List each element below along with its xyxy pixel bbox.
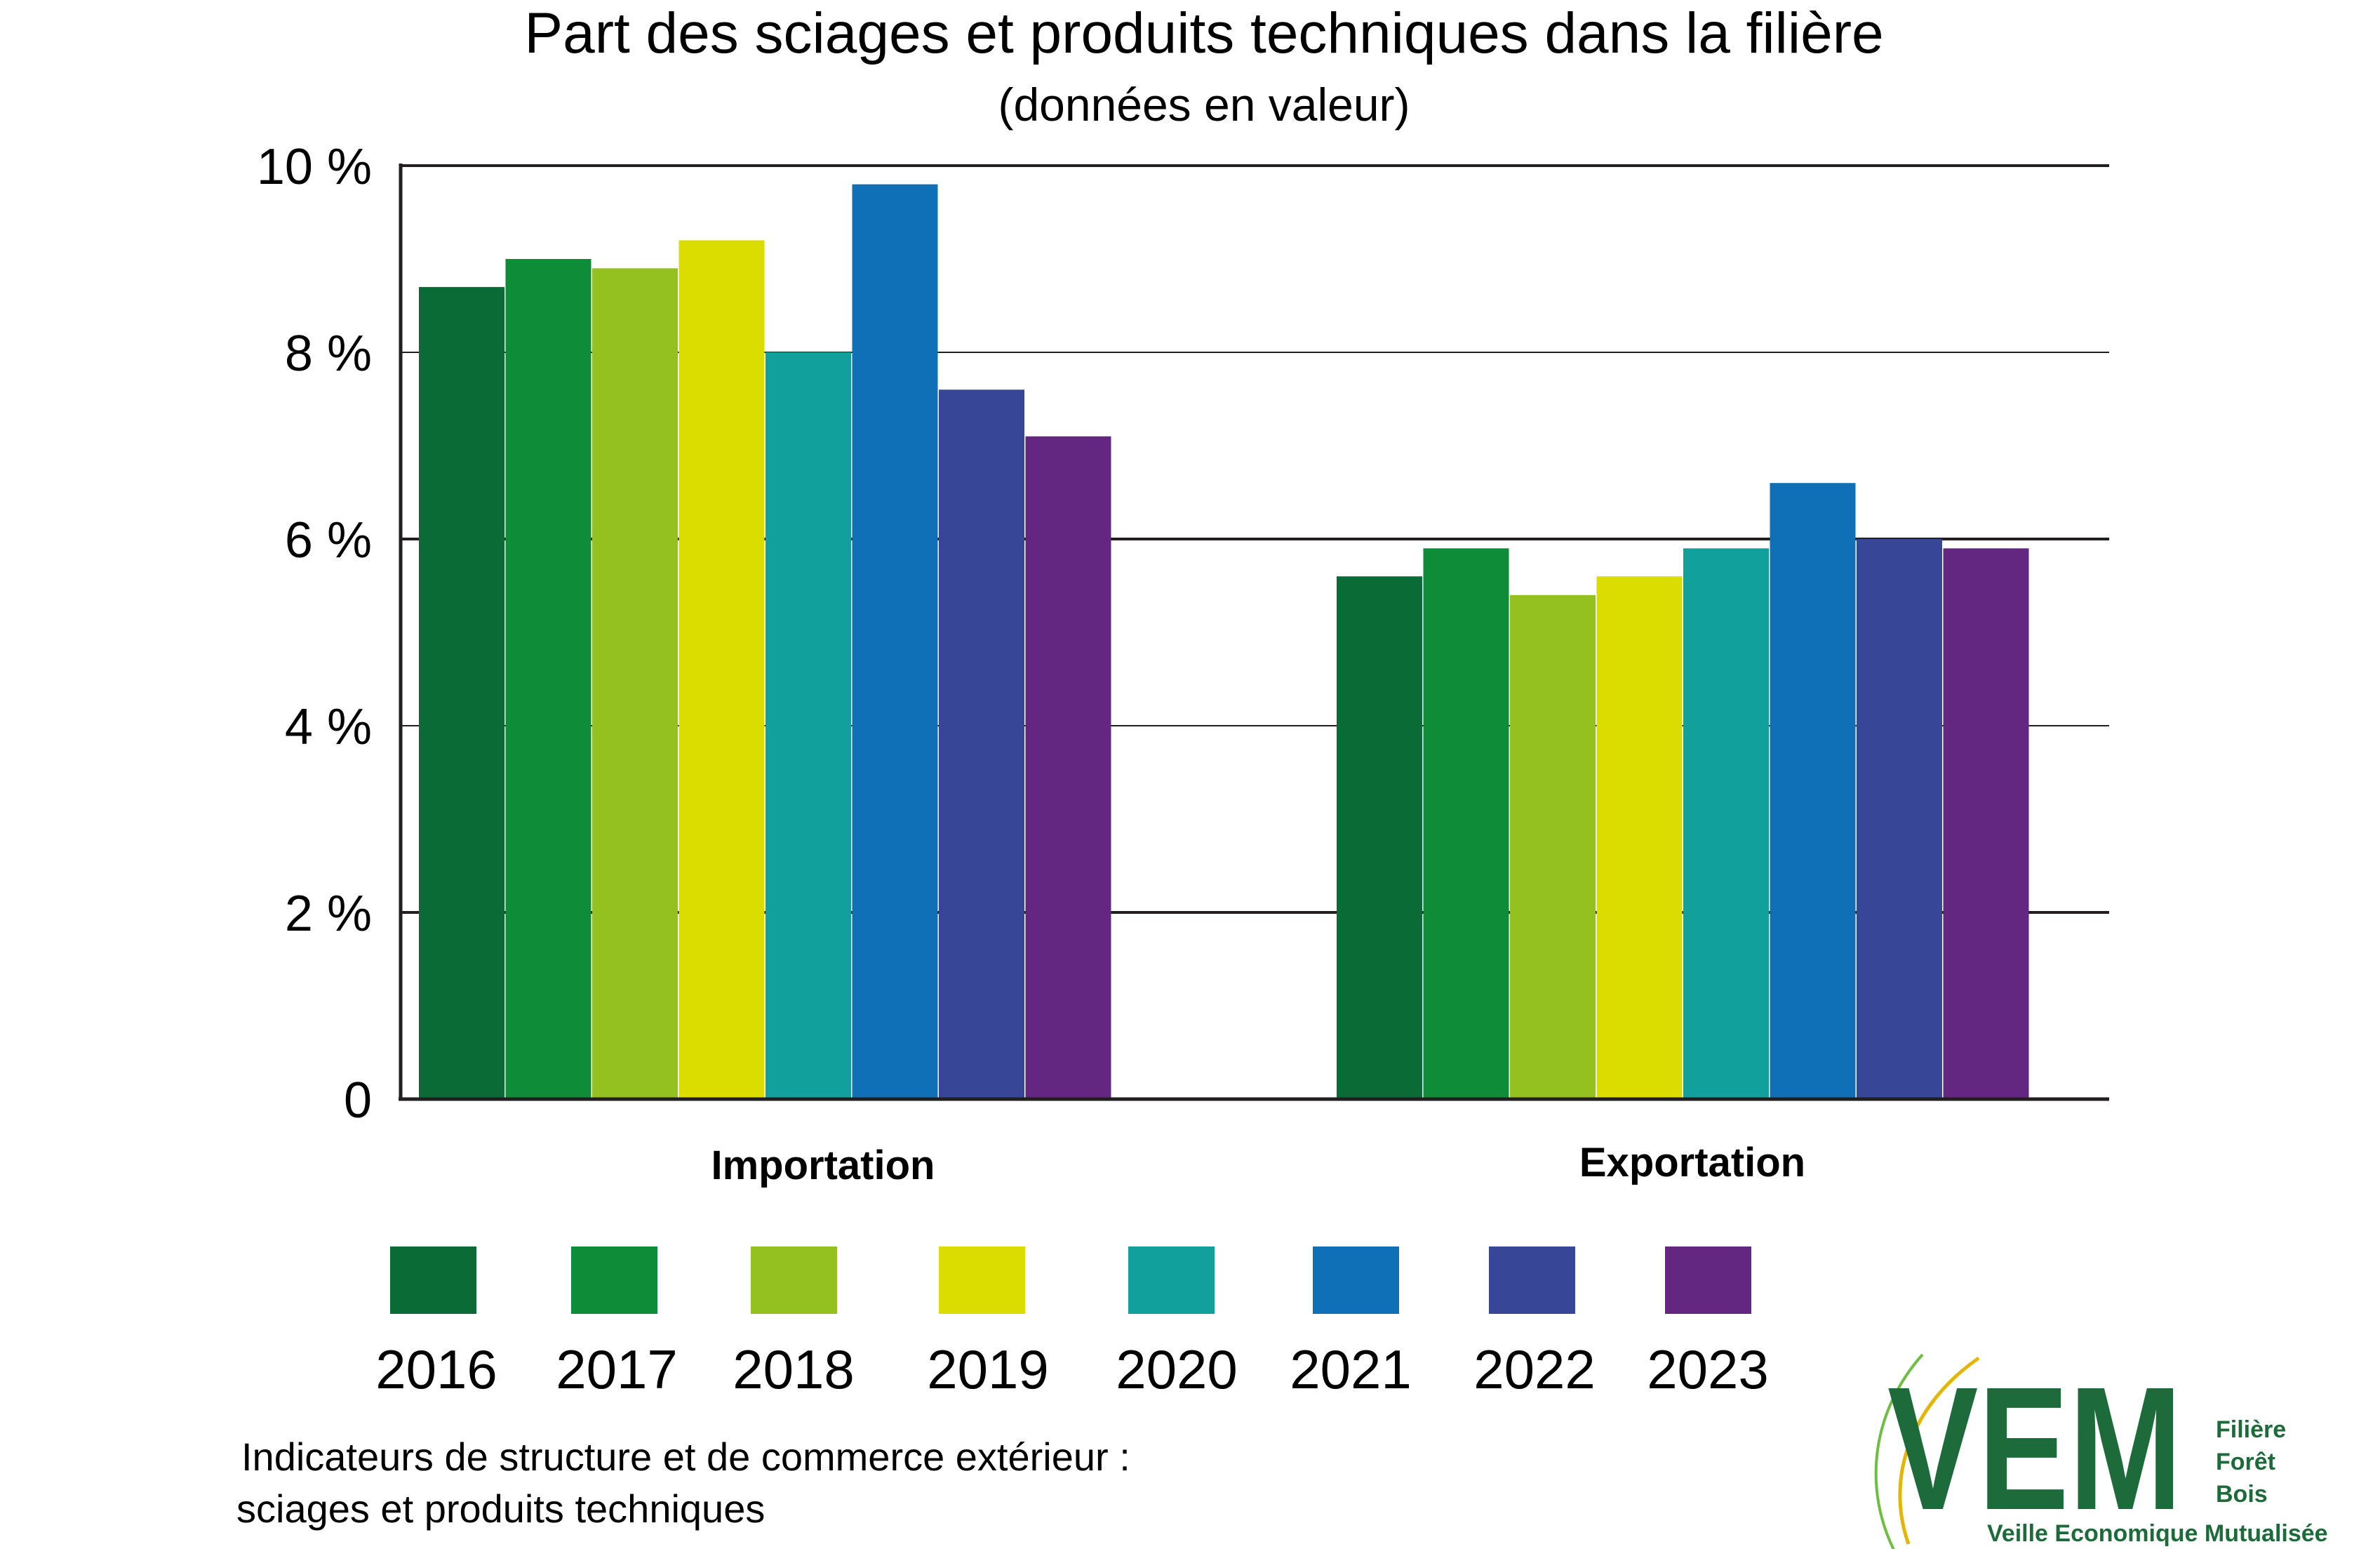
y-tick-label: 10 % [257, 139, 372, 195]
footnote-line-2: sciages et produits techniques [236, 1487, 765, 1531]
bar-2017-exportation [1423, 548, 1509, 1099]
logo-tagline: Veille Economique Mutualisée [1987, 1520, 2328, 1547]
logo-filiere: Filière [2216, 1416, 2286, 1443]
bar-2021-exportation [1770, 483, 1856, 1099]
bar-2016-exportation [1337, 576, 1422, 1099]
bar-2018-importation [592, 268, 678, 1099]
legend-swatch-2023 [1665, 1246, 1751, 1314]
category-label: Importation [711, 1143, 935, 1188]
y-tick-label: 4 % [285, 699, 372, 755]
chart-title: Part des sciages et produits techniques … [524, 1, 1883, 65]
bar-2022-importation [939, 390, 1024, 1099]
legend-swatch-2018 [751, 1246, 837, 1314]
logo-letters: VEM [1887, 1350, 2182, 1546]
legend-swatch-2020 [1128, 1246, 1215, 1314]
legend-swatch-2021 [1313, 1246, 1399, 1314]
legend-label-2019: 2019 [927, 1338, 1049, 1400]
legend-label-2017: 2017 [556, 1338, 678, 1400]
bar-2023-importation [1025, 436, 1111, 1099]
bar-2020-exportation [1683, 548, 1769, 1099]
y-tick-label: 2 % [285, 886, 372, 942]
legend-label-2023: 2023 [1647, 1338, 1769, 1400]
bar-2021-importation [852, 184, 938, 1100]
bar-2017-importation [505, 259, 591, 1099]
bar-2016-importation [419, 286, 504, 1099]
legend-swatch-2022 [1489, 1246, 1575, 1314]
chart-subtitle: (données en valeur) [998, 79, 1410, 131]
y-tick-label: 6 % [285, 512, 372, 569]
legend-label-2018: 2018 [733, 1338, 855, 1400]
bar-2019-importation [678, 240, 765, 1099]
logo-foret: Forêt [2216, 1449, 2275, 1475]
bar-2018-exportation [1510, 594, 1596, 1099]
y-tick-label: 8 % [285, 326, 372, 382]
y-axis-ticks: 0 2 % 4 % 6 % 8 % 10 % [257, 139, 372, 1129]
y-tick-label: 0 [344, 1072, 372, 1129]
logo-arc-yellow [1898, 1356, 1980, 1545]
legend-label-2016: 2016 [375, 1338, 497, 1400]
vem-logo: VEM Filière Forêt Bois Veille Economique… [1874, 1350, 2328, 1549]
bar-2019-exportation [1596, 576, 1683, 1099]
legend-label-2022: 2022 [1473, 1338, 1596, 1400]
bar-2020-importation [766, 352, 851, 1099]
logo-bois: Bois [2216, 1481, 2268, 1508]
legend-swatch-2016 [390, 1246, 476, 1314]
legend-swatch-2019 [939, 1246, 1025, 1314]
bar-2022-exportation [1857, 539, 1942, 1099]
legend-label-2020: 2020 [1116, 1338, 1238, 1400]
bars [419, 184, 2029, 1100]
bar-2023-exportation [1943, 548, 2029, 1099]
category-label: Exportation [1579, 1140, 1805, 1185]
footnote-line-1: Indicateurs de structure et de commerce … [241, 1435, 1130, 1479]
legend-label-2021: 2021 [1290, 1338, 1412, 1400]
legend: 2016 2017 2018 2019 2020 2021 2022 2023 [375, 1246, 1769, 1400]
legend-swatch-2017 [571, 1246, 657, 1314]
logo-arc-green [1874, 1353, 1924, 1549]
category-labels: Importation Exportation [711, 1140, 1806, 1188]
